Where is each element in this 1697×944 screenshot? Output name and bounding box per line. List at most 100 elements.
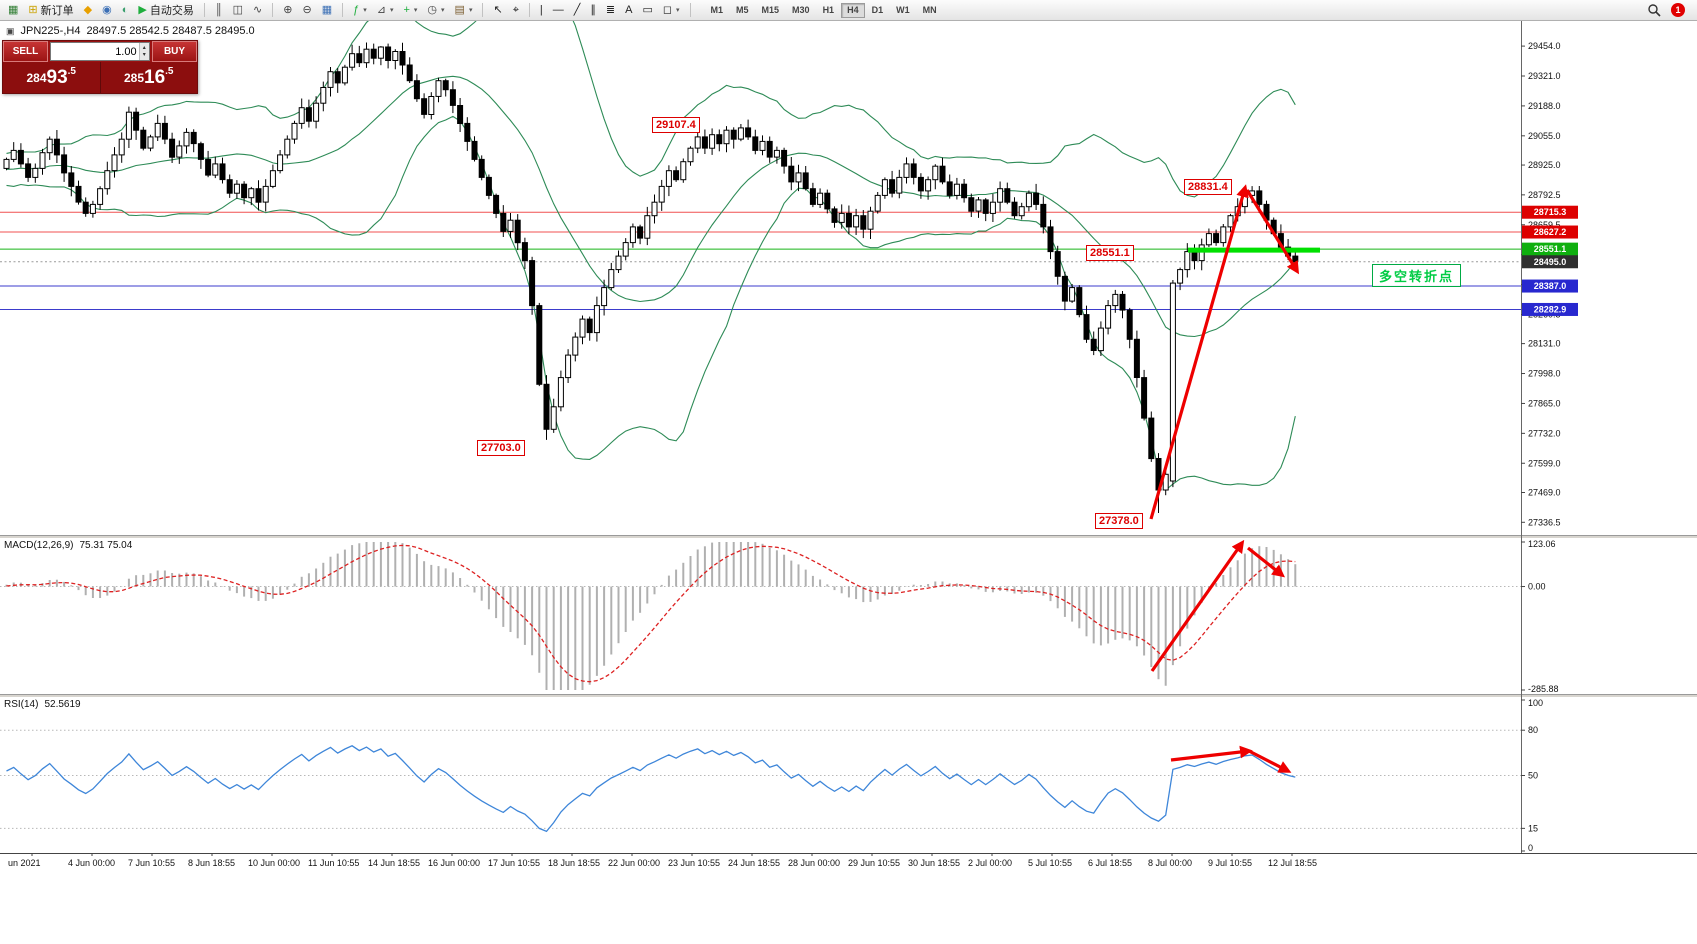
timeframe-w1[interactable]: W1 (896, 4, 910, 15)
svg-text:29454.0: 29454.0 (1528, 41, 1561, 51)
timeframe-m30[interactable]: M30 (792, 4, 810, 15)
svg-text:29055.0: 29055.0 (1528, 131, 1561, 141)
toolbar-separator (203, 3, 205, 17)
timeframe-m15[interactable]: M15 (761, 4, 780, 15)
buy-button[interactable]: BUY (152, 41, 197, 62)
timeframe-h4[interactable]: H4 (841, 2, 865, 18)
volume-input[interactable] (51, 43, 139, 60)
price-tag-28627.2[interactable] (1522, 225, 1578, 239)
toolbar-separator (528, 3, 530, 17)
notification-badge[interactable]: 1 (1671, 3, 1685, 17)
zoom-in-icon[interactable]: ⊕ (283, 3, 293, 16)
new-order-button[interactable]: ⊞ 新订单 (28, 3, 74, 17)
svg-text:30 Jun 18:55: 30 Jun 18:55 (908, 858, 960, 868)
mql5-icon[interactable]: ◆ (83, 3, 93, 16)
price-tag-text: 28387.0 (1534, 281, 1567, 291)
svg-text:5 Jul 10:55: 5 Jul 10:55 (1028, 858, 1072, 868)
community-icon[interactable]: ◐ (121, 3, 129, 16)
channel-icon[interactable]: ∥ (590, 3, 596, 16)
price-tag-text: 28282.9 (1534, 304, 1567, 314)
timeframe-h1[interactable]: H1 (822, 4, 835, 15)
macd-label: MACD(12,26,9) 75.31 75.04 (4, 540, 132, 551)
svg-text:23 Jun 10:55: 23 Jun 10:55 (668, 858, 720, 868)
macd-scale: 123.06 0.00 -285.88 (1521, 539, 1559, 694)
tile-windows-icon[interactable]: ▦ (321, 3, 333, 16)
profile-icon[interactable]: ◉ (102, 3, 112, 16)
trend-arrow[interactable] (1149, 184, 1249, 520)
sell-button[interactable]: SELL (3, 41, 48, 62)
svg-text:28659.5: 28659.5 (1528, 220, 1561, 230)
zoom-out-icon[interactable]: ⊖ (302, 3, 312, 16)
svg-text:28131.0: 28131.0 (1528, 339, 1561, 349)
symbol-name: JPN225-,H4 (20, 25, 81, 37)
trend-arrow[interactable] (1245, 189, 1300, 275)
objects-icon[interactable]: ⊿ ▾ (376, 3, 394, 16)
cursor-icon[interactable]: ↖ (493, 3, 503, 16)
trend-arrow[interactable] (1150, 539, 1245, 672)
price-tag-text: 28495.0 (1534, 257, 1567, 267)
add-indicator-icon[interactable]: + ▾ (403, 3, 418, 16)
periods-icon[interactable]: ◷ ▾ (427, 3, 445, 16)
vertical-line-icon[interactable]: | (539, 3, 543, 16)
svg-text:24 Jun 18:55: 24 Jun 18:55 (728, 858, 780, 868)
chart-title: ▣ JPN225-,H4 28497.5 28542.5 28487.5 284… (6, 25, 255, 37)
time-axis: un 2021 4 Jun 00:00 7 Jun 10:55 8 Jun 18:55… (8, 853, 1317, 868)
label-icon[interactable]: ▭ (642, 3, 653, 16)
svg-text:10 Jun 00:00: 10 Jun 00:00 (248, 858, 300, 868)
indicators-icon[interactable]: ƒ ▾ (353, 3, 367, 16)
svg-text:27469.0: 27469.0 (1528, 487, 1561, 497)
svg-text:7 Jun 10:55: 7 Jun 10:55 (128, 858, 175, 868)
candle-chart-icon[interactable]: ◫ (232, 3, 244, 16)
svg-text:4 Jun 00:00: 4 Jun 00:00 (68, 858, 115, 868)
shapes-icon[interactable]: ◻ ▾ (662, 3, 680, 16)
horizontal-line-icon[interactable]: ― (552, 3, 564, 16)
line-chart-icon[interactable]: ∿ (253, 3, 263, 16)
trend-arrow[interactable] (1170, 745, 1253, 762)
rsi-scale: 100 80 50 15 0 (1521, 698, 1543, 853)
trend-arrow[interactable] (1248, 749, 1292, 773)
search-icon[interactable] (1647, 3, 1661, 17)
svg-text:8 Jun 18:55: 8 Jun 18:55 (188, 858, 235, 868)
toolbar-separator (689, 3, 691, 17)
volume-down-icon[interactable]: ▾ (142, 51, 146, 58)
svg-text:0: 0 (1528, 843, 1533, 853)
macd-name: MACD(12,26,9) (4, 540, 74, 551)
timeframe-m1[interactable]: M1 (710, 4, 724, 15)
svg-text:27732.0: 27732.0 (1528, 428, 1561, 438)
svg-text:6 Jul 18:55: 6 Jul 18:55 (1088, 858, 1132, 868)
toolbar-right: 1 (1647, 3, 1693, 17)
bar-chart-icon[interactable]: ║ (214, 3, 223, 16)
svg-text:28792.5: 28792.5 (1528, 190, 1561, 200)
trend-arrow[interactable] (1247, 546, 1286, 578)
price-tag-text: 28551.1 (1534, 244, 1567, 254)
chart-window-icon[interactable]: ▦ (8, 3, 19, 16)
svg-text:29 Jun 10:55: 29 Jun 10:55 (848, 858, 900, 868)
svg-text:27998.0: 27998.0 (1528, 369, 1561, 379)
autotrade-button[interactable]: ▶ 自动交易 (138, 3, 194, 17)
price-tag-28282.9[interactable] (1522, 302, 1578, 316)
svg-text:80: 80 (1528, 725, 1538, 735)
text-icon[interactable]: A (625, 3, 633, 16)
templates-icon[interactable]: ▤ ▾ (454, 3, 473, 16)
fibonacci-icon[interactable]: ≣ (605, 3, 616, 16)
trendline-icon[interactable]: ╱ (573, 3, 581, 16)
svg-text:28925.0: 28925.0 (1528, 160, 1561, 170)
timeframe-mn[interactable]: MN (922, 4, 937, 15)
svg-text:-285.88: -285.88 (1528, 684, 1559, 694)
svg-text:17 Jun 10:55: 17 Jun 10:55 (488, 858, 540, 868)
price-tag-28551.1[interactable] (1522, 242, 1578, 256)
svg-text:29321.0: 29321.0 (1528, 71, 1561, 81)
volume-up-icon[interactable]: ▴ (142, 44, 146, 51)
timeframe-m5[interactable]: M5 (736, 4, 749, 15)
price-tag-28715.3[interactable] (1522, 205, 1578, 219)
crosshair-icon[interactable]: ⌖ (512, 3, 519, 16)
ask-price: 285 16.5 (123, 66, 174, 88)
svg-text:27865.0: 27865.0 (1528, 398, 1561, 408)
price-tag-text: 28627.2 (1534, 227, 1567, 237)
price-tag-28387.0[interactable] (1522, 279, 1578, 293)
svg-text:16 Jun 00:00: 16 Jun 00:00 (428, 858, 480, 868)
price-tag-28495.0[interactable] (1522, 255, 1578, 269)
timeframe-d1[interactable]: D1 (871, 4, 884, 15)
